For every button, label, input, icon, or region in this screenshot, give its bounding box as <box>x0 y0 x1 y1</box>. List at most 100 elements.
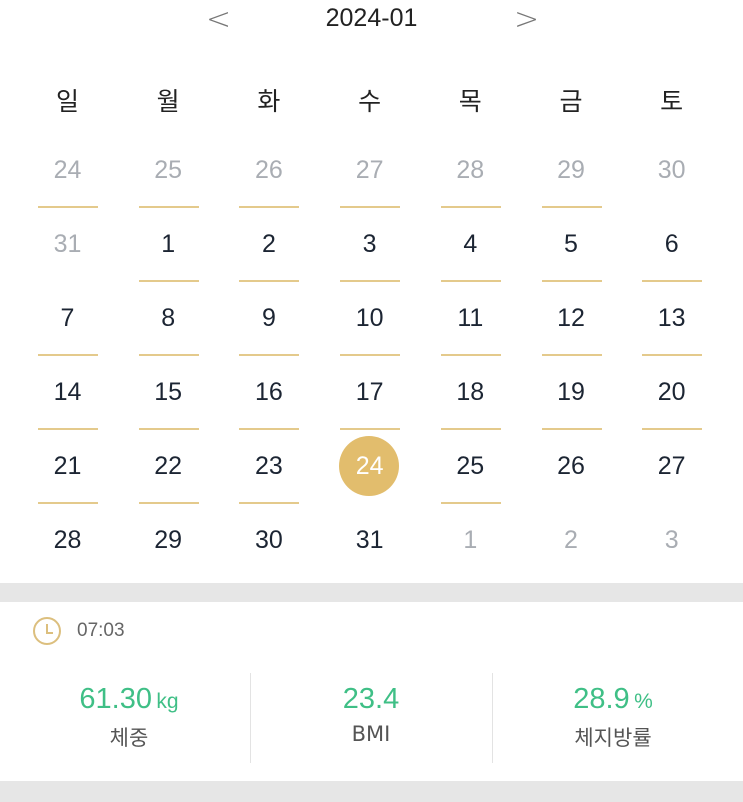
weekday-label: 수 <box>358 87 382 116</box>
record-marker <box>340 280 401 282</box>
calendar-day[interactable]: 21 <box>17 436 118 504</box>
calendar-day[interactable]: 9 <box>218 288 319 356</box>
calendar-day[interactable]: 16 <box>218 362 319 430</box>
day-number: 27 <box>657 452 686 480</box>
day-number: 28 <box>53 526 82 554</box>
calendar-day[interactable]: 15 <box>118 362 219 430</box>
calendar-day[interactable]: 19 <box>521 362 622 430</box>
calendar-day[interactable]: 30 <box>218 510 319 570</box>
calendar-day-selected[interactable]: 24 <box>319 436 420 496</box>
day-number: 31 <box>53 230 82 258</box>
calendar-day[interactable]: 1 <box>118 214 219 282</box>
calendar-day[interactable]: 28 <box>17 510 118 570</box>
record-marker <box>642 354 703 356</box>
calendar-day[interactable]: 18 <box>420 362 521 430</box>
calendar-day[interactable]: 17 <box>319 362 420 430</box>
day-number: 18 <box>456 378 485 406</box>
calendar-day[interactable]: 8 <box>118 288 219 356</box>
metric-value: 23.4 <box>342 683 400 715</box>
calendar-day[interactable]: 6 <box>621 214 722 282</box>
day-number: 3 <box>362 230 377 258</box>
calendar-day[interactable]: 14 <box>17 362 118 430</box>
metric-body-fat[interactable]: 28.9 % 체지방률 <box>492 683 734 752</box>
calendar-day[interactable]: 25 <box>118 140 219 208</box>
day-number: 25 <box>154 156 183 184</box>
record-marker <box>138 502 199 504</box>
calendar-day[interactable]: 31 <box>319 510 420 570</box>
day-number: 2 <box>261 230 276 258</box>
calendar-day[interactable]: 27 <box>621 436 722 496</box>
calendar-day[interactable]: 4 <box>420 214 521 282</box>
metric-label: 체중 <box>109 726 149 750</box>
record-marker <box>239 206 300 208</box>
weekday-label: 일 <box>55 87 79 116</box>
calendar-day[interactable]: 27 <box>319 140 420 208</box>
calendar-day[interactable]: 22 <box>118 436 219 504</box>
calendar-day[interactable]: 31 <box>17 214 118 274</box>
clock-icon <box>33 617 61 645</box>
day-number: 16 <box>254 378 283 406</box>
calendar-day[interactable]: 13 <box>621 288 722 356</box>
record-marker <box>38 428 98 430</box>
metric-label: 체지방률 <box>574 726 652 750</box>
calendar-day[interactable]: 25 <box>420 436 521 504</box>
weekday-label: 금 <box>559 87 583 116</box>
month-title: 2024-01 <box>325 4 418 32</box>
record-marker <box>340 354 401 356</box>
day-number: 1 <box>161 230 176 258</box>
record-marker <box>440 428 501 430</box>
record-marker <box>38 354 98 356</box>
metric-label: BMI <box>351 722 391 746</box>
calendar-day[interactable]: 20 <box>621 362 722 430</box>
calendar-day[interactable]: 29 <box>521 140 622 208</box>
calendar-day[interactable]: 2 <box>521 510 622 570</box>
day-number: 26 <box>254 156 283 184</box>
calendar-day[interactable]: 24 <box>17 140 118 208</box>
day-number: 25 <box>456 452 485 480</box>
metric-weight[interactable]: 61.30 kg 체중 <box>8 683 250 752</box>
record-marker <box>541 280 602 282</box>
calendar-day[interactable]: 3 <box>319 214 420 282</box>
day-number: 9 <box>261 304 276 332</box>
calendar-day[interactable]: 30 <box>621 140 722 200</box>
calendar-day[interactable]: 29 <box>118 510 219 570</box>
divider <box>492 673 493 763</box>
day-number: 12 <box>557 304 585 332</box>
day-number: 24 <box>355 452 384 480</box>
calendar-day[interactable]: 7 <box>17 288 118 356</box>
day-number: 10 <box>355 304 384 332</box>
calendar-day[interactable]: 23 <box>218 436 319 504</box>
selected-indicator <box>339 436 400 496</box>
day-number: 6 <box>664 230 679 258</box>
day-number: 23 <box>254 452 283 480</box>
time-text: 07:03 <box>77 620 125 641</box>
month-header: < 2024-01 > <box>0 0 743 40</box>
day-number: 5 <box>564 230 578 258</box>
day-number: 26 <box>557 452 585 480</box>
calendar-day[interactable]: 5 <box>521 214 622 282</box>
record-marker <box>138 206 199 208</box>
calendar-day[interactable]: 26 <box>521 436 622 496</box>
day-number: 24 <box>53 156 82 184</box>
calendar-day[interactable]: 2 <box>218 214 319 282</box>
calendar-day[interactable]: 26 <box>218 140 319 208</box>
record-marker <box>239 428 300 430</box>
calendar-day[interactable]: 3 <box>621 510 722 570</box>
record-marker <box>340 206 401 208</box>
calendar-day[interactable]: 28 <box>420 140 521 208</box>
calendar-day[interactable]: 12 <box>521 288 622 356</box>
day-number: 31 <box>355 526 384 554</box>
record-marker <box>138 280 199 282</box>
day-number: 29 <box>557 156 585 184</box>
day-number: 27 <box>355 156 384 184</box>
weekday-label: 화 <box>257 87 281 116</box>
chevron-right-icon[interactable]: > <box>514 2 540 37</box>
metric-value: 61.30 <box>79 683 152 715</box>
metric-bmi[interactable]: 23.4 BMI <box>250 683 492 746</box>
calendar-day[interactable]: 1 <box>420 510 521 570</box>
calendar-day[interactable]: 10 <box>319 288 420 356</box>
day-number: 7 <box>60 304 75 332</box>
day-number: 29 <box>154 526 183 554</box>
chevron-left-icon[interactable]: < <box>206 2 232 37</box>
calendar-day[interactable]: 11 <box>420 288 521 356</box>
